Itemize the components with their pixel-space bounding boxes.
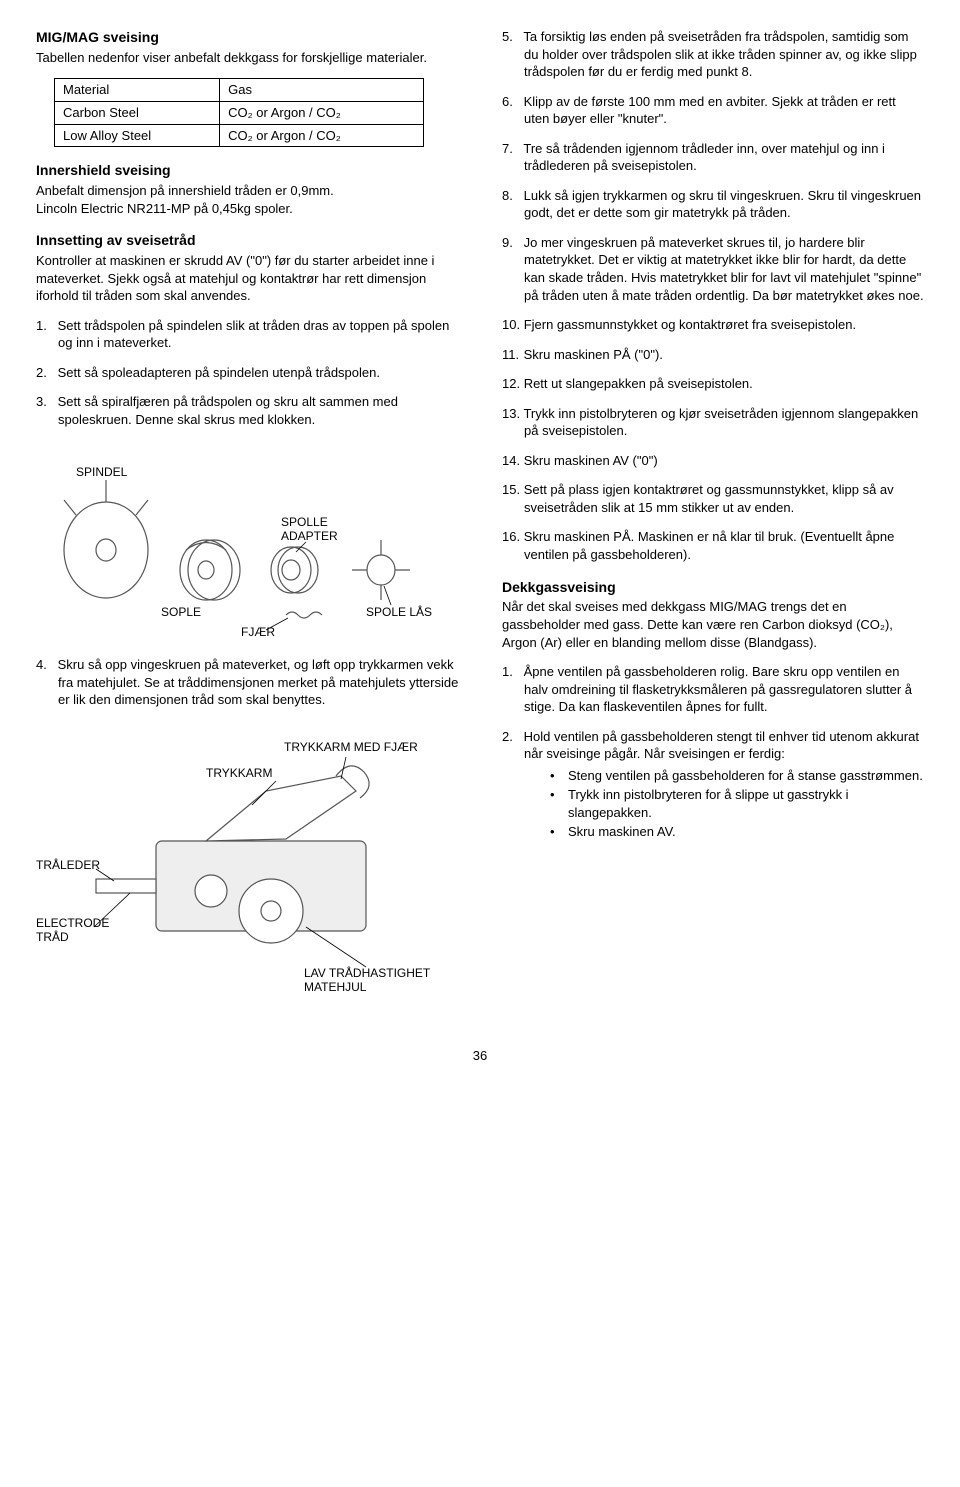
label-trykkarm-fjaer: TRYKKARM MED FJÆR bbox=[284, 740, 418, 754]
step-item: 3. Sett så spiralfjæren på trådspolen og… bbox=[36, 393, 466, 428]
innershield-text2: Lincoln Electric NR211-MP på 0,45kg spol… bbox=[36, 200, 466, 218]
step-item: 4. Skru så opp vingeskruen på mateverket… bbox=[36, 656, 466, 709]
step-item: 14. Skru maskinen AV ("0") bbox=[502, 452, 924, 470]
steps-list-b: 5. Ta forsiktig løs enden på sveisetråde… bbox=[502, 28, 924, 564]
dekkgass-steps: 1. Åpne ventilen på gassbeholderen rolig… bbox=[502, 663, 924, 841]
step-item: 1. Åpne ventilen på gassbeholderen rolig… bbox=[502, 663, 924, 716]
steps-list-a: 1. Sett trådspolen på spindelen slik at … bbox=[36, 317, 466, 429]
label-trykkarm: TRYKKARM bbox=[206, 766, 272, 780]
step-item: 2. Sett så spoleadapteren på spindelen u… bbox=[36, 364, 466, 382]
heading-migmag: MIG/MAG sveising bbox=[36, 28, 466, 47]
th-material: Material bbox=[55, 79, 220, 102]
heading-dekkgass: Dekkgassveising bbox=[502, 578, 924, 597]
step-item: 7. Tre så trådenden igjennom trådleder i… bbox=[502, 140, 924, 175]
innsetting-intro: Kontroller at maskinen er skrudd AV ("0"… bbox=[36, 252, 466, 305]
steps-list-a2: 4. Skru så opp vingeskruen på mateverket… bbox=[36, 656, 466, 709]
heading-innsetting: Innsetting av sveisetråd bbox=[36, 231, 466, 250]
step-item: 6. Klipp av de første 100 mm med en avbi… bbox=[502, 93, 924, 128]
page-number: 36 bbox=[36, 1047, 924, 1065]
label-spindel: SPINDEL bbox=[76, 465, 128, 479]
step-item: 12. Rett ut slangepakken på sveisepistol… bbox=[502, 375, 924, 393]
dekkgass-bullets: Steng ventilen på gassbeholderen for å s… bbox=[524, 767, 924, 841]
innershield-text1: Anbefalt dimensjon på innershield tråden… bbox=[36, 182, 466, 200]
th-gas: Gas bbox=[220, 79, 424, 102]
cell: CO₂ or Argon / CO₂ bbox=[220, 101, 424, 124]
gas-table: Material Gas Carbon Steel CO₂ or Argon /… bbox=[54, 78, 424, 147]
label-elec2: TRÅD bbox=[36, 929, 69, 944]
step-item: 13. Trykk inn pistolbryteren og kjør sve… bbox=[502, 405, 924, 440]
bullet-item: Trykk inn pistolbryteren for å slippe ut… bbox=[550, 786, 924, 821]
cell: CO₂ or Argon / CO₂ bbox=[220, 124, 424, 147]
step-item: 8. Lukk så igjen trykkarmen og skru til … bbox=[502, 187, 924, 222]
bullet-item: Steng ventilen på gassbeholderen for å s… bbox=[550, 767, 924, 785]
label-adapter1: SPOLLE bbox=[281, 515, 328, 529]
right-column: 5. Ta forsiktig løs enden på sveisetråde… bbox=[502, 28, 924, 1007]
label-traleder: TRÅLEDER bbox=[36, 857, 100, 872]
label-lav2: MATEHJUL bbox=[304, 980, 367, 991]
label-fjaer: FJÆR bbox=[241, 625, 275, 639]
label-lock: SPOLE LÅS bbox=[366, 604, 432, 619]
label-elec1: ELECTRODE bbox=[36, 916, 109, 930]
step-item: 16. Skru maskinen PÅ. Maskinen er nå kla… bbox=[502, 528, 924, 563]
step-item: 11. Skru maskinen PÅ ("0"). bbox=[502, 346, 924, 364]
step-item: 10. Fjern gassmunnstykket og kontaktrøre… bbox=[502, 316, 924, 334]
label-adapter2: ADAPTER bbox=[281, 529, 338, 543]
label-lav1: LAV TRÅDHASTIGHET bbox=[304, 965, 431, 980]
step-item: 2. Hold ventilen på gassbeholderen steng… bbox=[502, 728, 924, 841]
left-column: MIG/MAG sveising Tabellen nedenfor viser… bbox=[36, 28, 466, 1007]
dekkgass-intro: Når det skal sveises med dekkgass MIG/MA… bbox=[502, 598, 924, 651]
bullet-item: Skru maskinen AV. bbox=[550, 823, 924, 841]
cell: Low Alloy Steel bbox=[55, 124, 220, 147]
spindle-diagram: SPINDEL SOPLE SPOLLE ADAPTER SPOLE LÅS F… bbox=[36, 440, 466, 640]
step-item: 15. Sett på plass igjen kontaktrøret og … bbox=[502, 481, 924, 516]
step-item: 9. Jo mer vingeskruen på mateverket skru… bbox=[502, 234, 924, 304]
heading-innershield: Innershield sveising bbox=[36, 161, 466, 180]
step-item: 5. Ta forsiktig løs enden på sveisetråde… bbox=[502, 28, 924, 81]
feeder-diagram: TRYKKARM MED FJÆR TRYKKARM TRÅLEDER ELEC… bbox=[36, 721, 466, 991]
step-item: 1. Sett trådspolen på spindelen slik at … bbox=[36, 317, 466, 352]
intro-text: Tabellen nedenfor viser anbefalt dekkgas… bbox=[36, 49, 466, 67]
label-sople: SOPLE bbox=[161, 605, 201, 619]
cell: Carbon Steel bbox=[55, 101, 220, 124]
